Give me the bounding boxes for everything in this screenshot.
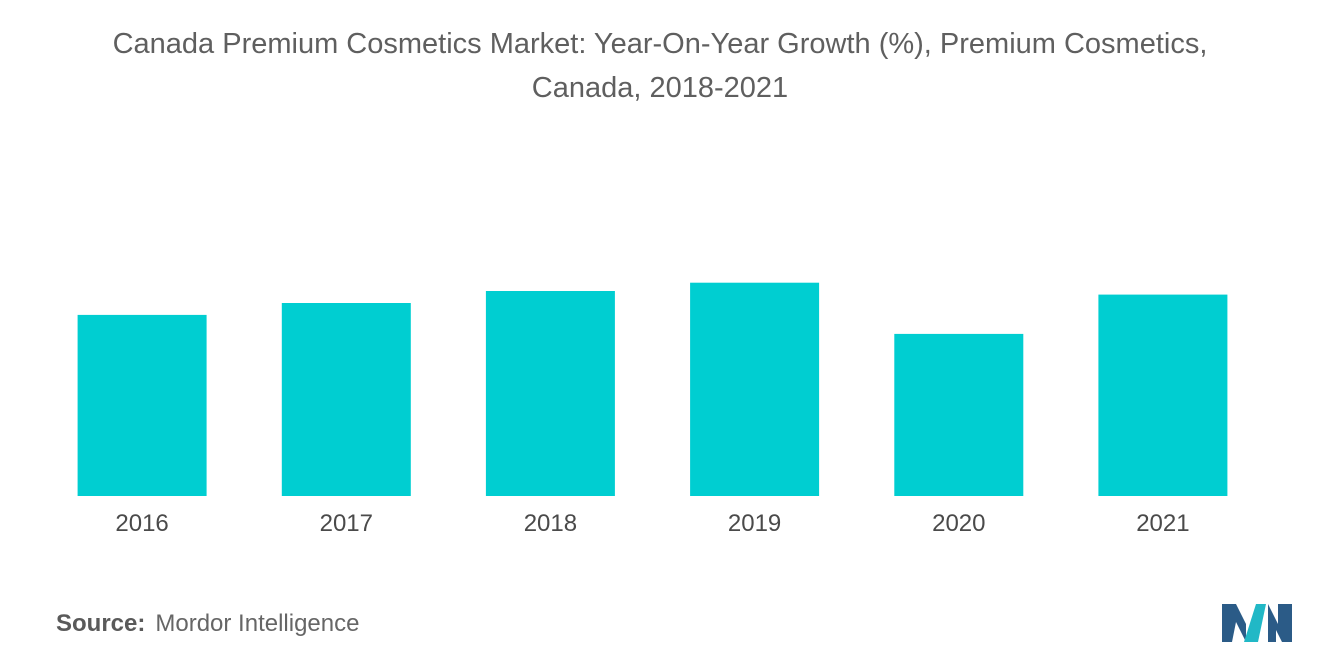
bar-2020 — [894, 333, 1024, 496]
bar-2021 — [1098, 294, 1228, 496]
x-tick-label-2016: 2016 — [115, 510, 168, 537]
bar-2017 — [281, 303, 411, 496]
source-label: Source: — [56, 610, 146, 637]
x-tick-label-2021: 2021 — [1136, 510, 1189, 537]
source-note: Source: Mordor Intelligence — [56, 610, 359, 638]
x-tick-label-2017: 2017 — [320, 510, 373, 537]
chart-title-line-1: Canada Premium Cosmetics Market: Year-On… — [112, 28, 1208, 60]
source-text: Mordor Intelligence — [155, 610, 360, 637]
x-tick-label-2019: 2019 — [728, 510, 781, 537]
x-tick-label-2020: 2020 — [932, 510, 985, 537]
bar-2016 — [77, 314, 207, 496]
bar-2018 — [485, 291, 615, 496]
mordor-intelligence-logo-icon — [1222, 604, 1292, 642]
chart-title-line-2: Canada, 2018-2021 — [531, 72, 789, 104]
chart-title: Canada Premium Cosmetics Market: Year-On… — [40, 22, 1280, 110]
x-tick-label-2018: 2018 — [524, 510, 577, 537]
bar-2019 — [690, 282, 820, 496]
